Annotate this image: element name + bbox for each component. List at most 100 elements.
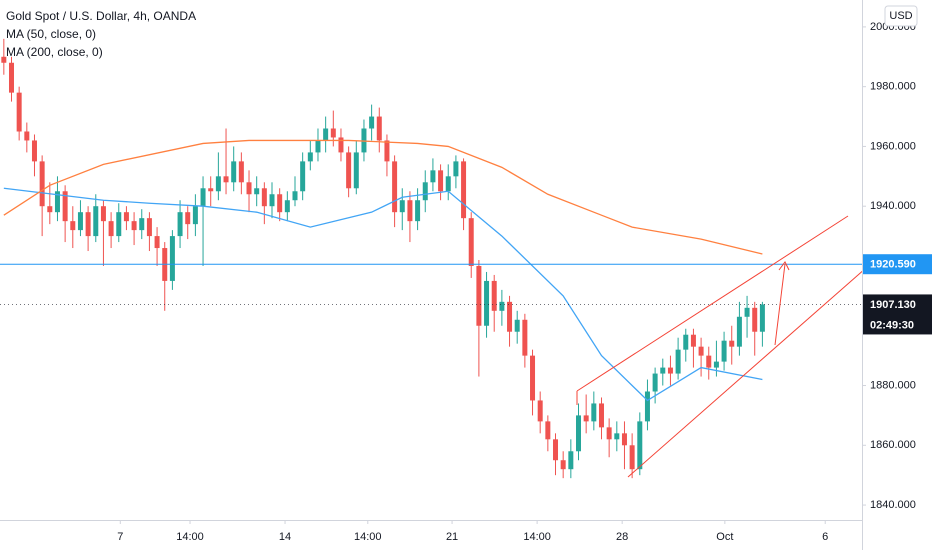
candle-body: [690, 334, 696, 347]
candle-body: [146, 218, 152, 237]
candle-body: [85, 212, 91, 237]
currency-box[interactable]: [884, 5, 918, 27]
candle-body: [238, 161, 244, 183]
candle-body: [721, 340, 727, 362]
candle-body: [583, 415, 589, 422]
ma-line: [3, 187, 763, 402]
candle-body: [215, 176, 221, 192]
candle-body: [698, 346, 704, 356]
candle-body: [108, 221, 114, 237]
candle-body: [208, 188, 214, 192]
candle-body: [300, 161, 306, 192]
candle-body: [261, 188, 267, 207]
candle-body: [537, 400, 543, 422]
candle-body: [369, 116, 375, 129]
candle-body: [744, 307, 750, 317]
candle-body: [338, 137, 344, 153]
candle-body: [499, 301, 505, 311]
candle-body: [154, 236, 160, 249]
candle-body: [169, 236, 175, 281]
candle-body: [453, 161, 459, 177]
candle-body: [514, 319, 520, 332]
candle-body: [438, 170, 444, 192]
candle-body: [598, 403, 604, 428]
candle-body: [292, 191, 298, 201]
candle-body: [123, 212, 129, 222]
candle-body: [223, 176, 229, 183]
candle-body: [47, 206, 53, 213]
price-label: 1920.590: [870, 259, 916, 271]
candle-body: [399, 200, 405, 213]
candle-body: [307, 152, 313, 162]
candle-body: [476, 265, 482, 326]
candle-body: [139, 218, 145, 231]
candle-body: [660, 367, 666, 374]
candle-body: [652, 373, 658, 392]
candle-body: [185, 212, 191, 225]
channel-upper: [576, 215, 849, 392]
legend-entry: MA (200, close, 0): [6, 45, 103, 59]
candle-body: [568, 451, 574, 470]
candle-body: [77, 212, 83, 231]
candle-body: [683, 334, 689, 350]
y-tick-label: 1940.000: [870, 200, 916, 212]
candle-body: [376, 116, 382, 141]
candle-body: [277, 194, 283, 213]
legend-entry: MA (50, close, 0): [6, 27, 96, 41]
candle-body: [484, 280, 490, 326]
candle-body: [667, 367, 673, 374]
candle-body: [713, 361, 719, 368]
price-label-box: [863, 294, 932, 335]
candle-body: [284, 200, 290, 213]
x-tick-label: 14:00: [176, 531, 204, 543]
candle-body: [330, 128, 336, 138]
candle-body: [706, 355, 712, 368]
candle-body: [8, 62, 14, 93]
y-tick-label: 1960.000: [870, 140, 916, 152]
x-tick-label: 14:00: [523, 531, 551, 543]
candle-body: [1, 56, 7, 63]
candle-body: [507, 301, 513, 332]
candle-body: [93, 206, 99, 237]
candle-body: [31, 140, 37, 162]
candle-body: [353, 152, 359, 189]
y-tick-label: 1860.000: [870, 439, 916, 451]
candle-body: [461, 161, 467, 219]
ma-line: [3, 139, 763, 255]
candle-body: [422, 182, 428, 201]
legend: Gold Spot / U.S. Dollar, 4h, OANDA MA (5…: [6, 9, 196, 59]
candle-body: [614, 433, 620, 440]
candle-body: [231, 161, 237, 183]
candle-body: [70, 221, 76, 231]
candle-body: [246, 182, 252, 195]
candle-body: [54, 191, 60, 213]
x-tick-label: 14: [279, 531, 291, 543]
candle-body: [575, 415, 581, 452]
candle-body: [591, 403, 597, 422]
currency-label[interactable]: USD: [889, 10, 912, 22]
price-label-box: [863, 254, 932, 275]
candle-body: [491, 280, 497, 311]
candle-body: [16, 92, 22, 132]
candle-body: [736, 316, 742, 347]
candle-body: [407, 200, 413, 222]
x-tick-label: 28: [616, 531, 628, 543]
x-tick-label: 21: [446, 531, 458, 543]
candle-body: [192, 206, 198, 225]
plot-area: [0, 38, 862, 479]
x-tick-label: 7: [117, 531, 123, 543]
candle-body: [752, 307, 758, 332]
arrow-head: [778, 261, 790, 271]
candle-body: [522, 319, 528, 356]
candle-body: [62, 191, 68, 222]
candle-body: [560, 460, 566, 470]
candle-body: [361, 128, 367, 153]
candle-body: [553, 439, 559, 461]
candle-body: [323, 128, 329, 141]
axes: 1840.0001860.0001880.0001900.0001920.000…: [117, 21, 932, 543]
candle-body: [644, 391, 650, 422]
candle-body: [315, 140, 321, 153]
candle-body: [468, 218, 474, 266]
